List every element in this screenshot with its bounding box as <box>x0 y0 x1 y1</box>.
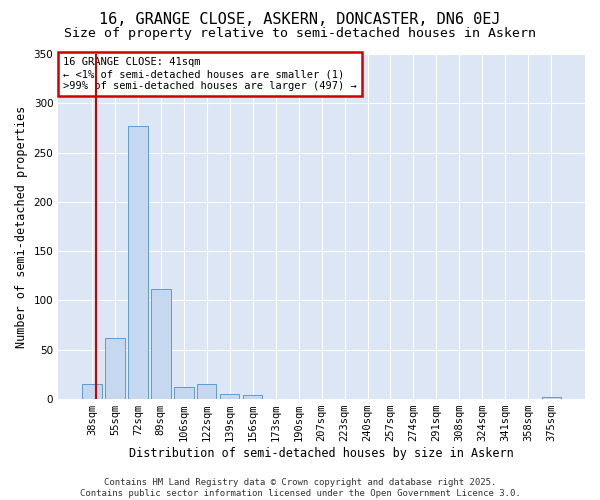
Bar <box>542 397 561 399</box>
Y-axis label: Number of semi-detached properties: Number of semi-detached properties <box>15 106 28 348</box>
Bar <box>220 394 239 399</box>
Bar <box>151 288 170 399</box>
Text: Size of property relative to semi-detached houses in Askern: Size of property relative to semi-detach… <box>64 28 536 40</box>
Text: 16 GRANGE CLOSE: 41sqm
← <1% of semi-detached houses are smaller (1)
>99% of sem: 16 GRANGE CLOSE: 41sqm ← <1% of semi-det… <box>64 58 357 90</box>
Bar <box>105 338 125 399</box>
Bar <box>82 384 101 399</box>
Bar <box>174 388 194 399</box>
X-axis label: Distribution of semi-detached houses by size in Askern: Distribution of semi-detached houses by … <box>129 447 514 460</box>
Text: 16, GRANGE CLOSE, ASKERN, DONCASTER, DN6 0EJ: 16, GRANGE CLOSE, ASKERN, DONCASTER, DN6… <box>99 12 501 28</box>
Bar <box>128 126 148 399</box>
Bar <box>197 384 217 399</box>
Bar <box>243 395 262 399</box>
Text: Contains HM Land Registry data © Crown copyright and database right 2025.
Contai: Contains HM Land Registry data © Crown c… <box>80 478 520 498</box>
